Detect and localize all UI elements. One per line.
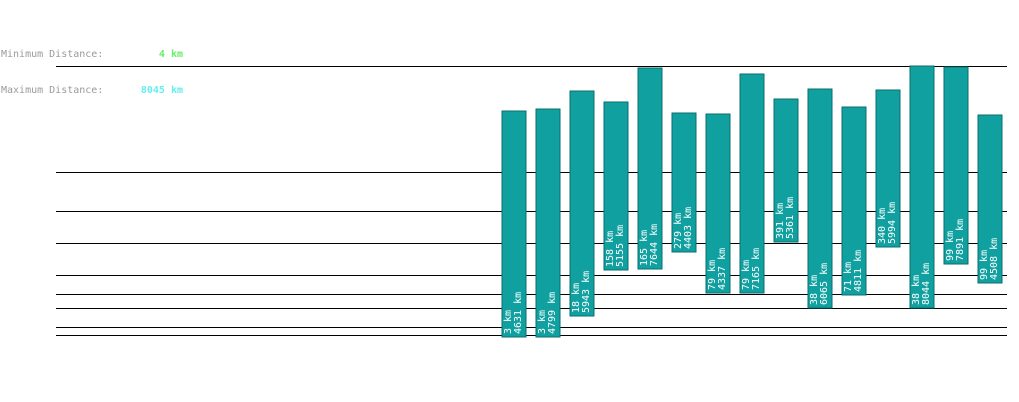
distance-stats: Minimum Distance: 4 km Maximum Distance: 8…	[1, 25, 183, 109]
distance-bar	[739, 73, 765, 294]
distance-bar	[535, 108, 561, 338]
distance-bar-group: 165 km 7644 km	[637, 67, 663, 270]
distance-bar	[637, 67, 663, 270]
distance-bar-group: 79 km 4337 km	[705, 113, 731, 294]
distance-bar-group: 279 km 4403 km	[671, 112, 697, 253]
bar-label-max: 4508 km	[989, 238, 1000, 280]
bar-label-min: 38 km	[809, 275, 820, 305]
min-distance-label: Minimum Distance:	[1, 49, 104, 60]
distance-bar	[841, 106, 867, 296]
bar-label-max: 4337 km	[717, 248, 728, 290]
distance-bar	[943, 66, 969, 265]
bar-label-min: 3 km	[503, 310, 514, 334]
bar-label-max: 5994 km	[887, 202, 898, 244]
distance-bar-group: 3 km 4631 km	[501, 110, 527, 338]
distance-bar-group: 3 km 4799 km	[535, 108, 561, 338]
min-distance-row: Minimum Distance: 4 km	[1, 49, 183, 61]
bar-label-min: 99 km	[945, 231, 956, 261]
distance-bar	[705, 113, 731, 294]
max-distance-row: Maximum Distance: 8045 km	[1, 85, 183, 97]
bar-label-min: 79 km	[707, 260, 718, 290]
bar-label-min: 340 km	[877, 208, 888, 244]
distance-bar	[501, 110, 527, 338]
bar-label-max: 6065 km	[819, 263, 830, 305]
bar-label-max: 7644 km	[649, 224, 660, 266]
bar-label-min: 18 km	[571, 283, 582, 313]
bar-label-min: 279 km	[673, 213, 684, 249]
distance-bar-group: 71 km 4811 km	[841, 106, 867, 296]
bar-label-max: 7165 km	[751, 248, 762, 290]
bar-label-max: 8044 km	[921, 263, 932, 305]
bar-label-min: 158 km	[605, 231, 616, 267]
distance-bar	[977, 114, 1003, 284]
distance-bar	[569, 90, 595, 317]
bar-label-min: 38 km	[911, 275, 922, 305]
distance-bar-group: 79 km 7165 km	[739, 73, 765, 294]
bar-label-min: 79 km	[741, 260, 752, 290]
bar-label-max: 5361 km	[785, 197, 796, 239]
distance-bar-group: 99 km 7891 km	[943, 66, 969, 265]
bar-label-min: 391 km	[775, 203, 786, 239]
distance-bar	[909, 65, 935, 309]
max-distance-value: 8045 km	[140, 85, 183, 96]
bar-label-min: 3 km	[537, 310, 548, 334]
bar-label-max: 4799 km	[547, 292, 558, 334]
distance-bar-group: 158 km 5155 km	[603, 101, 629, 271]
distance-bar-group: 38 km 6065 km	[807, 88, 833, 309]
distance-bar-group: 391 km 5361 km	[773, 98, 799, 243]
distance-bar-group: 38 km 8044 km	[909, 65, 935, 309]
distance-bar-group: 340 km 5994 km	[875, 89, 901, 248]
bar-label-max: 5943 km	[581, 271, 592, 313]
bar-label-max: 5155 km	[615, 225, 626, 267]
distance-bar	[671, 112, 697, 253]
bar-label-max: 7891 km	[955, 219, 966, 261]
distance-bar-group: 99 km 4508 km	[977, 114, 1003, 284]
distance-bar	[773, 98, 799, 243]
distance-bar	[875, 89, 901, 248]
distance-bar	[603, 101, 629, 271]
bar-label-min: 165 km	[639, 230, 650, 266]
distance-bar-group: 18 km 5943 km	[569, 90, 595, 317]
bar-label-min: 99 km	[979, 250, 990, 280]
bar-label-min: 71 km	[843, 262, 854, 292]
bar-label-max: 4631 km	[513, 292, 524, 334]
min-distance-value: 4 km	[158, 49, 183, 60]
distance-bar	[807, 88, 833, 309]
max-distance-label: Maximum Distance:	[1, 85, 104, 96]
bar-label-max: 4811 km	[853, 250, 864, 292]
bar-label-max: 4403 km	[683, 207, 694, 249]
